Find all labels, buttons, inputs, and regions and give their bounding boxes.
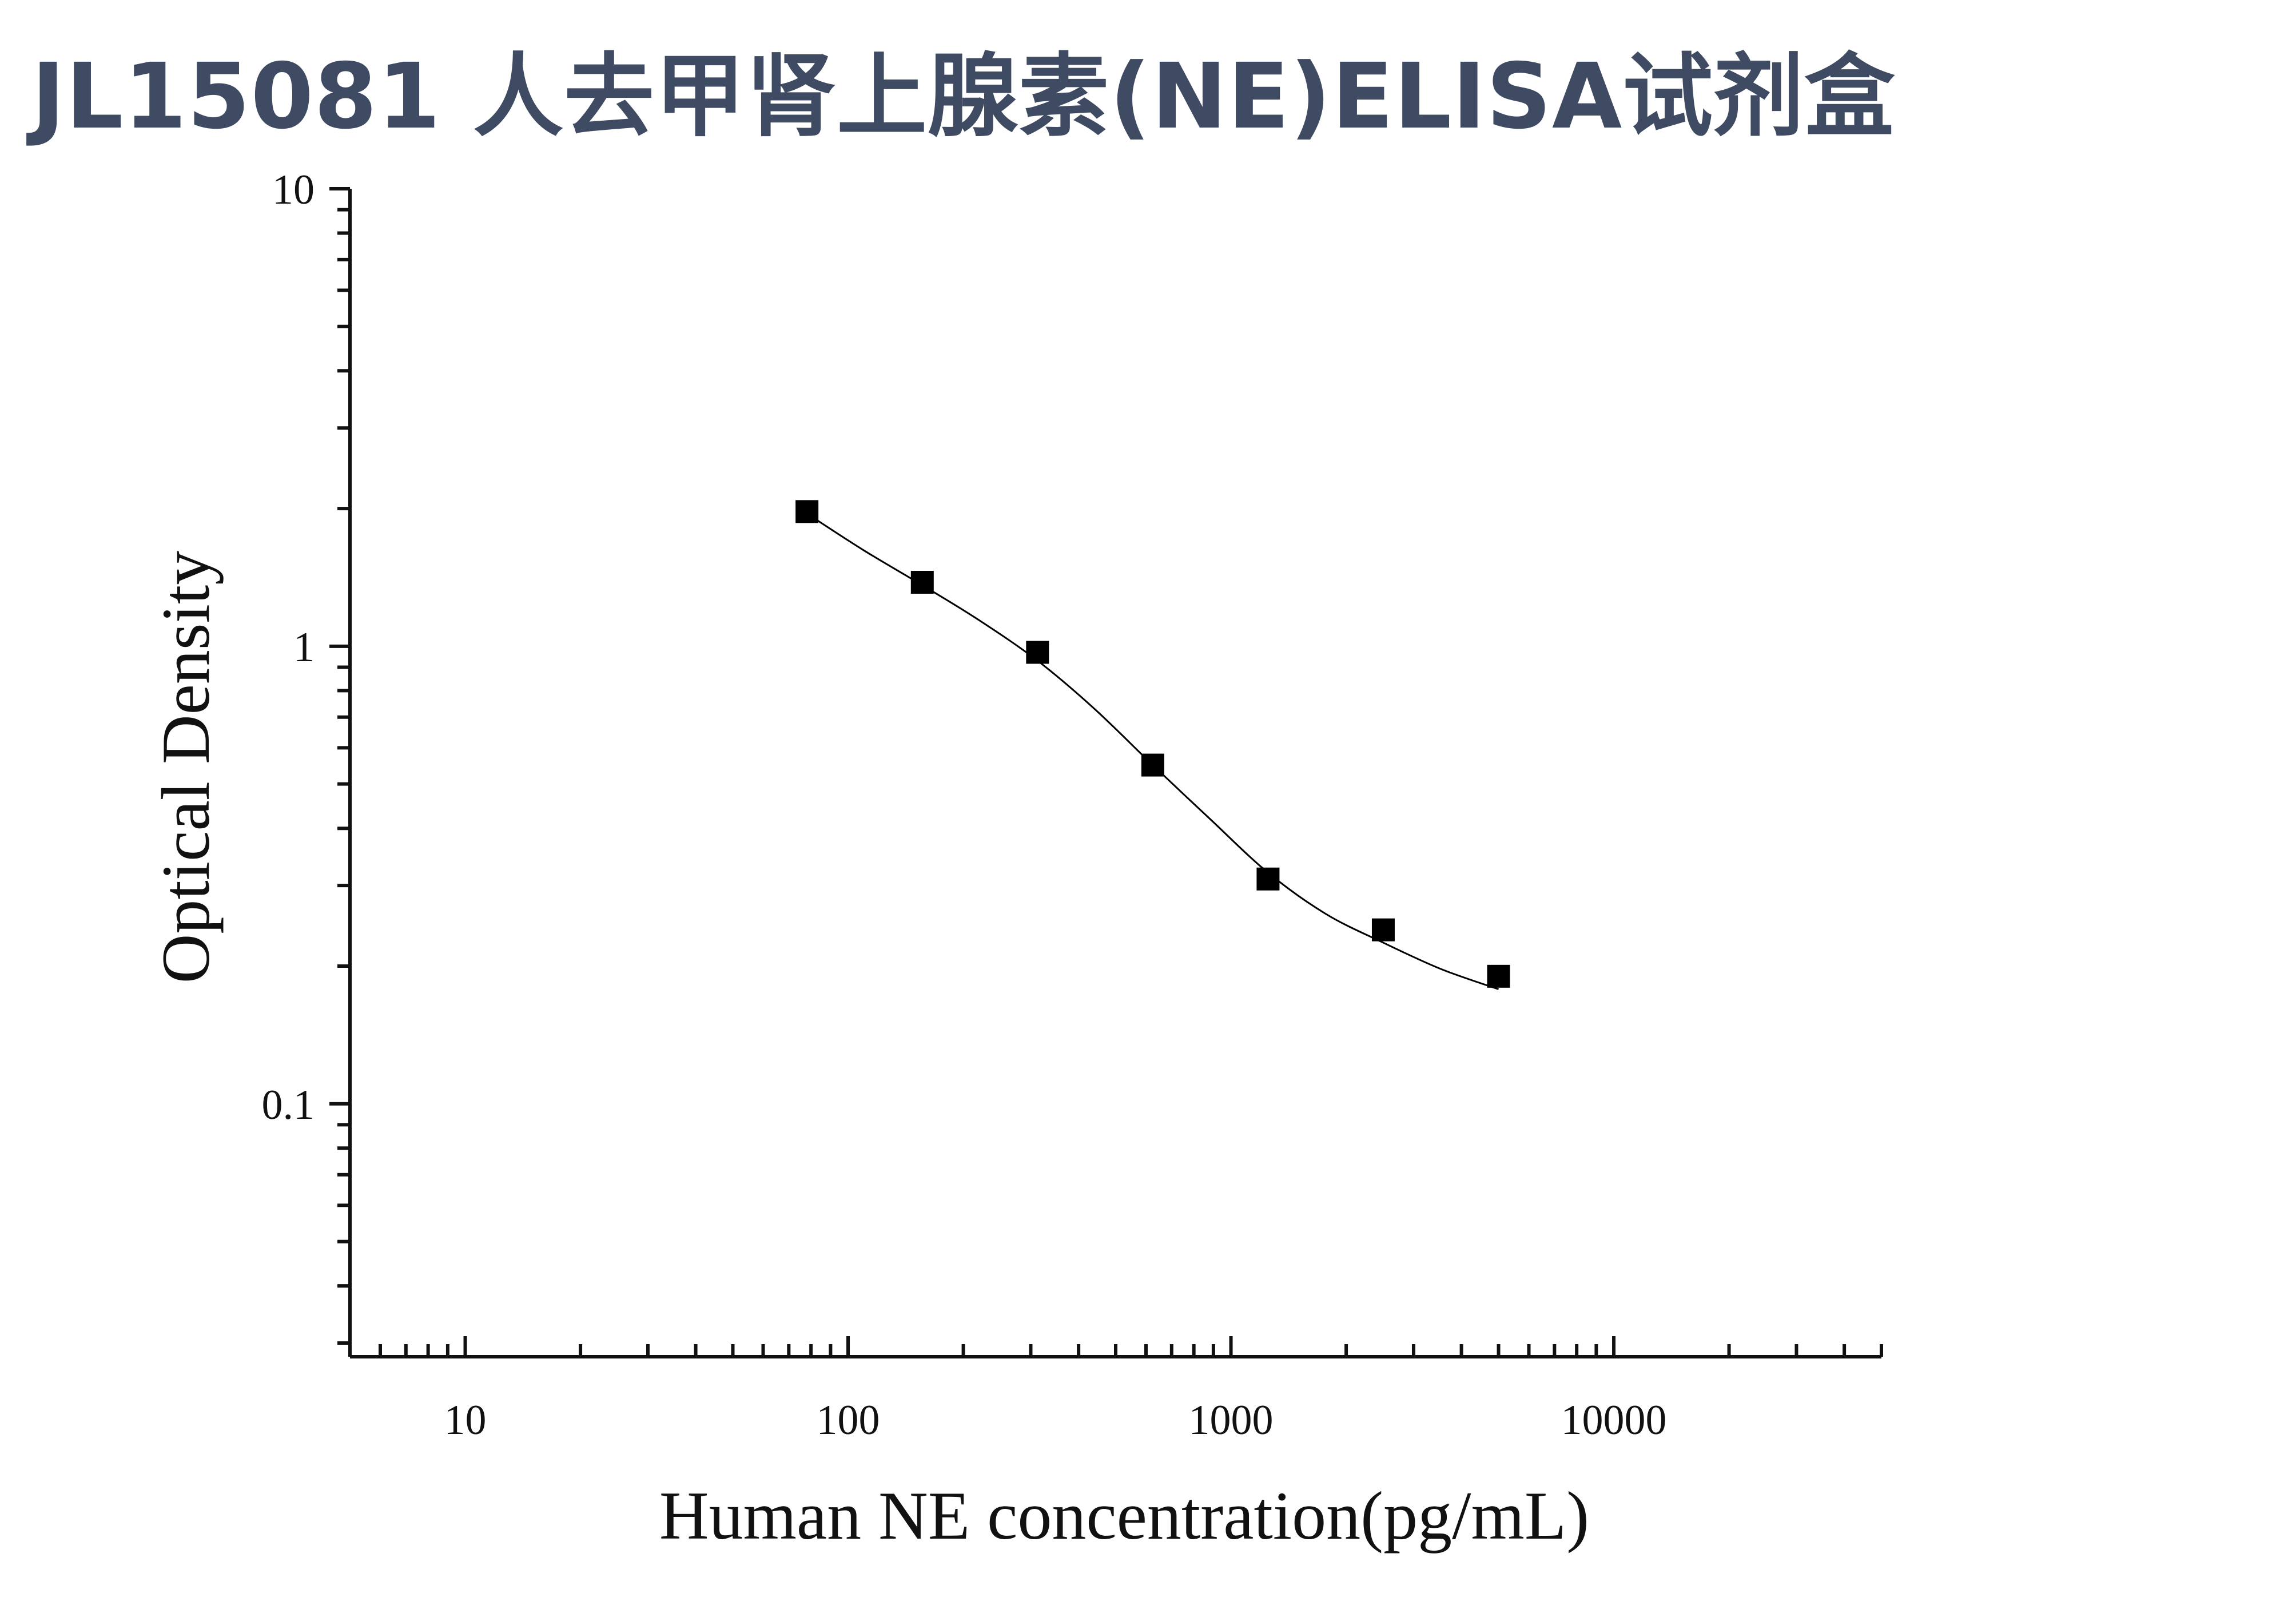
data-point [1256,867,1280,891]
x-axis-title: Human NE concentration(pg/mL) [659,1477,1589,1554]
data-point [1371,918,1395,941]
y-tick-label: 10 [272,166,315,213]
data-point [1026,641,1049,664]
data-point [910,571,934,594]
data-point [1487,964,1510,988]
y-tick-label: 0.1 [262,1082,315,1129]
page-title: JL15081 人去甲肾上腺素(NE)ELISA试剂盒 [31,44,1896,149]
x-tick-label: 100 [817,1397,880,1444]
fit-curve [806,513,1499,990]
y-axis-title: Optical Density [148,551,224,984]
axes: 10 100 1000 10000 0.1 1 10 [262,166,1883,1444]
data-point [795,500,819,523]
x-tick-label: 10 [444,1397,487,1444]
y-tick-label: 1 [293,624,315,671]
x-tick-label: 10000 [1561,1397,1667,1444]
fit-curve-layer [806,513,1499,990]
data-point [1141,753,1164,777]
data-points-layer [795,500,1510,988]
x-tick-label: 1000 [1189,1397,1274,1444]
